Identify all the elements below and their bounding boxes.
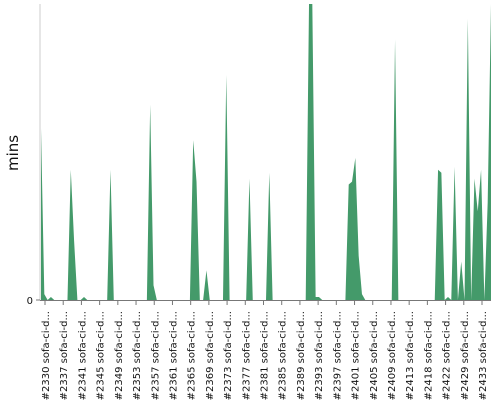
x-tick-label: #2349 sofa-ci-d... [114,311,125,400]
x-tick-label: #2377 sofa-ci-d... [241,311,252,400]
y-tick-label: 0 [27,296,33,307]
x-tick-label: #2409 sofa-ci-d... [387,311,398,400]
x-tick-label: #2429 sofa-ci-d... [460,311,471,400]
x-tick-label: #2330 sofa-ci-d... [41,311,52,400]
y-tick-labels: 0 [27,296,33,307]
x-tick-label: #2397 sofa-ci-d... [332,311,343,400]
x-tick-label: #2385 sofa-ci-d... [278,311,289,400]
x-tick-label: #2337 sofa-ci-d... [59,311,70,400]
x-tick-label: #2405 sofa-ci-d... [369,311,380,400]
x-tick-label: #2413 sofa-ci-d... [405,311,416,400]
x-tick-label: #2361 sofa-ci-d... [169,311,180,400]
x-tick-label: #2369 sofa-ci-d... [205,311,216,400]
x-tick-label: #2357 sofa-ci-d... [150,311,161,400]
axes [36,4,491,305]
x-tick-label: #2433 sofa-ci-d... [478,311,489,400]
y-axis-title: mins [4,135,22,171]
x-tick-label: #2393 sofa-ci-d... [314,311,325,400]
x-tick-label: #2365 sofa-ci-d... [187,311,198,400]
x-tick-label: #2345 sofa-ci-d... [96,311,107,400]
x-tick-label: #2422 sofa-ci-d... [442,311,453,400]
x-tick-label: #2341 sofa-ci-d... [77,311,88,400]
x-tick-label: #2389 sofa-ci-d... [296,311,307,400]
x-tick-label: #2418 sofa-ci-d... [423,311,434,400]
x-tick-label: #2373 sofa-ci-d... [223,311,234,400]
x-tick-label: #2401 sofa-ci-d... [351,311,362,400]
x-tick-labels: #2330 sofa-ci-d... #2337 sofa-ci-d... #234… [41,311,489,400]
x-tick-label: #2381 sofa-ci-d... [260,311,271,400]
x-tick-label: #2353 sofa-ci-d... [132,311,143,400]
